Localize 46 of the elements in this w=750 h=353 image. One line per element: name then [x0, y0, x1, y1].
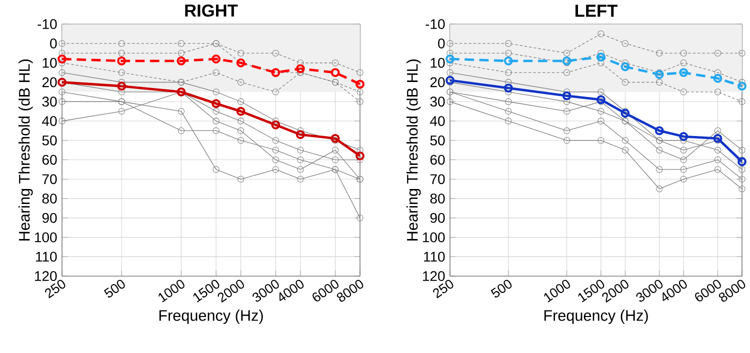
- x-axis-title: Frequency (Hz): [544, 310, 648, 324]
- y-tick-label: 80: [42, 194, 57, 204]
- x-axis-title: Frequency (Hz): [159, 310, 263, 324]
- y-tick-label: 40: [42, 116, 57, 126]
- y-tick-label: 70: [42, 174, 57, 184]
- y-tick-label: 30: [42, 96, 57, 107]
- y-tick-label: 0: [438, 38, 445, 48]
- y-tick-label: 60: [430, 154, 445, 165]
- x-tick-label: 500: [104, 280, 125, 298]
- x-tick-label: 8000: [718, 280, 746, 302]
- y-tick-label: 110: [424, 252, 445, 262]
- y-tick-label: 90: [42, 212, 57, 223]
- x-tick-label: 4000: [279, 280, 304, 302]
- y-tick-label: 50: [430, 135, 445, 146]
- y-tick-label: 90: [430, 212, 445, 223]
- x-tick-label: 4000: [662, 280, 687, 302]
- y-tick-label: 0: [50, 38, 57, 48]
- y-tick-label: 100: [423, 232, 445, 242]
- x-tick-label: 250: [433, 280, 454, 298]
- y-tick-label: 60: [42, 154, 57, 165]
- y-tick-label: 20: [430, 77, 445, 88]
- x-tick-label: 8000: [336, 280, 364, 302]
- y-tick-label: 10: [430, 58, 445, 68]
- y-tick-label: 70: [430, 174, 445, 184]
- y-tick-label: 40: [430, 116, 445, 126]
- y-tick-label: -10: [426, 19, 445, 30]
- y-tick-label: 100: [35, 232, 57, 242]
- y-axis-title: Hearing Threshold (dB HL): [18, 59, 33, 240]
- x-tick-label: 3000: [636, 280, 663, 302]
- x-tick-label: 250: [45, 280, 66, 298]
- y-tick-label: 80: [430, 194, 445, 204]
- x-tick-label: 3000: [252, 280, 279, 302]
- x-tick-label: 6000: [695, 280, 721, 302]
- y-tick-label: 110: [36, 252, 57, 262]
- y-axis-title: Hearing Threshold (dB HL): [406, 59, 421, 240]
- y-tick-label: 50: [42, 135, 57, 146]
- y-tick-label: 10: [42, 58, 57, 68]
- y-tick-label: -10: [38, 19, 57, 30]
- y-tick-label: 20: [42, 77, 57, 88]
- y-tick-label: 120: [35, 271, 57, 282]
- x-tick-label: 6000: [312, 280, 338, 302]
- chart-title: RIGHT: [185, 4, 238, 17]
- y-tick-label: 120: [423, 271, 445, 282]
- chart-title: LEFT: [575, 4, 618, 17]
- y-tick-label: 30: [430, 96, 445, 107]
- x-tick-label: 500: [490, 280, 512, 298]
